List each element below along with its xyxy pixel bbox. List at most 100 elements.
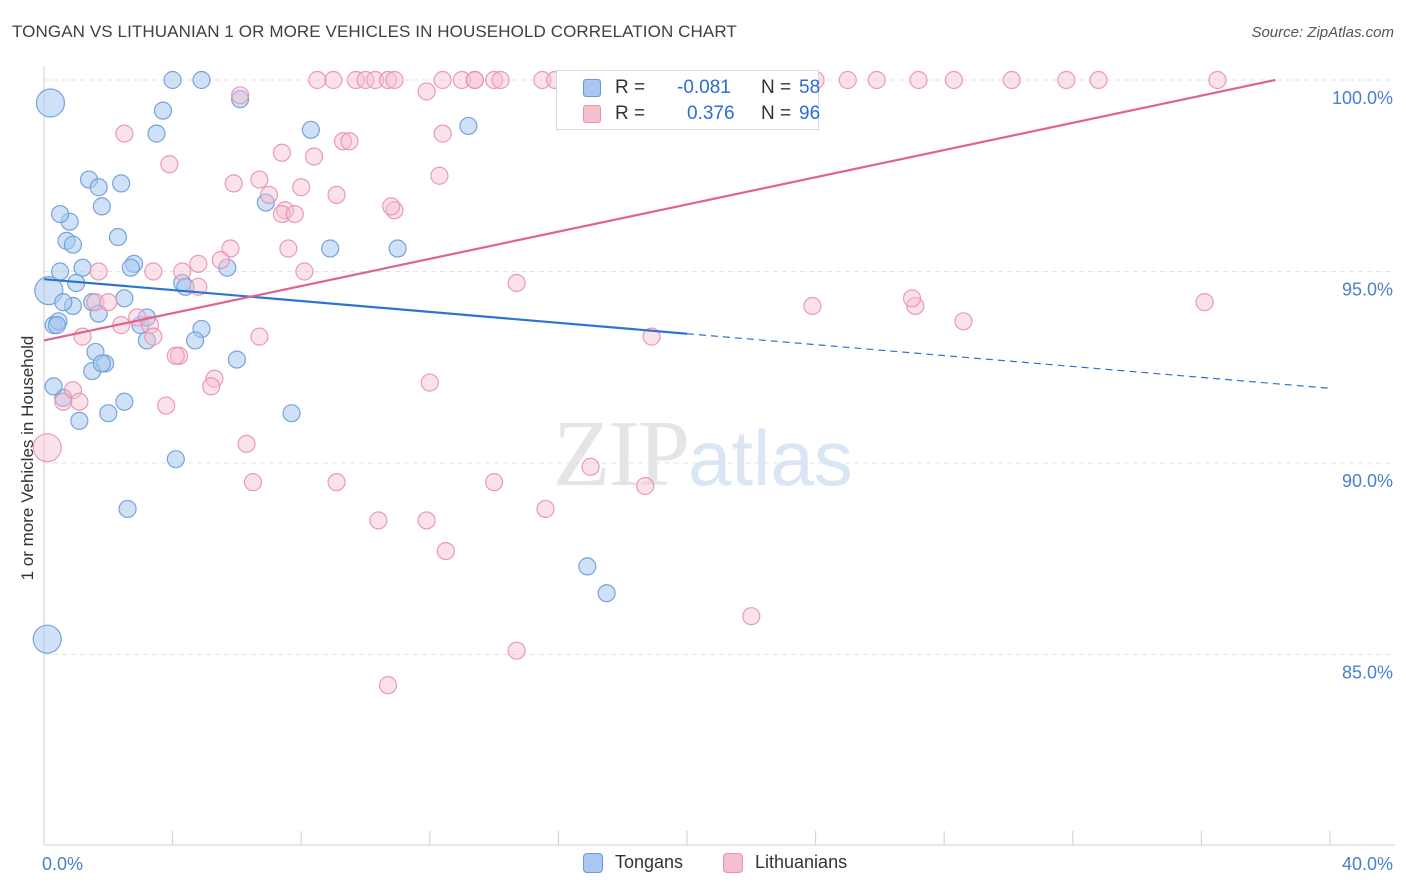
tongan-point: [47, 316, 66, 335]
lithuanian-point: [340, 132, 359, 151]
tongan-point: [597, 584, 616, 603]
tongans-trend-line-extension: [686, 333, 1331, 389]
lithuanian-point: [507, 641, 526, 660]
tongan-point: [321, 239, 340, 258]
lithuanian-point: [417, 82, 436, 101]
lithuanian-point: [636, 476, 655, 496]
lithuanian-point: [465, 70, 484, 90]
y-axis-label: 1 or more Vehicles in Household: [18, 335, 37, 581]
y-tick-label: 85.0%: [1342, 663, 1393, 683]
lithuanian-point: [140, 316, 160, 335]
lithuanian-point: [99, 293, 118, 312]
lithuanian-point: [70, 392, 89, 411]
legend-n-value-lithuanians: 96: [799, 103, 821, 124]
lithuanian-point: [86, 293, 105, 312]
lithuanian-point: [211, 250, 230, 270]
lithuanian-point: [356, 70, 375, 90]
lithuanian-point: [157, 396, 176, 415]
legend-r-value-tongans: -0.081: [677, 77, 731, 98]
lithuanian-point: [1057, 70, 1076, 90]
lithuanian-point: [369, 511, 388, 530]
y-tick-label: 95.0%: [1342, 280, 1393, 300]
tongan-point: [118, 499, 137, 519]
tongan-point: [73, 258, 92, 277]
lithuanian-point: [581, 457, 600, 476]
bottom-legend-label-tongans: Tongans: [615, 852, 684, 872]
tongan-point: [50, 204, 70, 224]
lithuanian-point: [433, 124, 452, 143]
tongan-point: [108, 227, 128, 247]
lithuanian-point: [115, 124, 134, 143]
tongan-point: [92, 354, 111, 373]
lithuanian-point: [231, 86, 250, 105]
lithuanian-point: [1208, 70, 1227, 90]
lithuanian-point: [533, 70, 552, 90]
tongan-point: [44, 377, 63, 396]
lithuanian-point: [485, 70, 504, 90]
lithuanian-point: [272, 143, 292, 162]
legend-swatch-lithuanians: [583, 105, 601, 123]
tongan-point: [578, 557, 597, 576]
tongan-point: [115, 392, 134, 411]
watermark-zip: ZIP: [553, 402, 690, 506]
lithuanian-point: [308, 70, 327, 90]
legend-r-label: R =: [615, 103, 646, 124]
lithuanian-point: [378, 676, 398, 695]
tongan-point: [32, 624, 62, 654]
lithuanian-point: [259, 185, 279, 204]
tongan-point: [192, 70, 211, 90]
lithuanian-point: [366, 70, 385, 90]
tongan-point: [282, 404, 301, 423]
tongan-point: [459, 116, 478, 136]
lithuanian-point: [295, 262, 314, 281]
tongan-point: [50, 262, 70, 281]
legend-n-label: N =: [761, 77, 792, 98]
lithuanian-point: [417, 511, 436, 530]
lithuanian-point: [54, 392, 73, 411]
tongan-point: [388, 239, 407, 258]
lithuanian-point: [327, 473, 346, 492]
lithuanian-point: [250, 327, 269, 346]
lithuanians-trend-line: [43, 78, 1276, 342]
lithuanian-point: [202, 377, 221, 396]
lithuanian-point: [279, 239, 298, 258]
tongans-trend-line: [43, 278, 688, 335]
lithuanian-point: [1195, 293, 1214, 312]
y-tick-label: 100.0%: [1332, 88, 1393, 108]
bottom-legend-label-lithuanians: Lithuanians: [755, 852, 848, 872]
tongan-point: [54, 293, 73, 312]
lithuanian-point: [333, 132, 353, 151]
lithuanian-point: [420, 373, 439, 392]
tongan-point: [121, 258, 140, 277]
tongan-point: [99, 404, 118, 423]
lithuanian-point: [867, 70, 886, 90]
lithuanian-point: [902, 289, 922, 308]
lithuanian-point: [327, 185, 346, 204]
lithuanian-point: [742, 607, 761, 626]
lithuanian-point: [491, 70, 510, 90]
lithuanian-point: [285, 204, 304, 224]
lithuanian-point: [160, 155, 179, 174]
lithuanian-point: [189, 254, 208, 273]
lithuanian-point: [144, 262, 163, 281]
lithuanian-point: [485, 473, 504, 492]
x-tick-label: 0.0%: [42, 854, 83, 874]
lithuanian-point: [243, 473, 263, 492]
y-tick-label: 90.0%: [1342, 471, 1393, 491]
lithuanian-point: [838, 70, 857, 90]
lithuanian-point: [430, 166, 449, 185]
tongan-point: [153, 101, 173, 120]
legend-box: R = -0.081 N = 58 R = 0.376 N = 96: [556, 70, 821, 130]
tongan-point: [35, 88, 66, 118]
bottom-legend-swatch-lithuanians: [723, 853, 743, 873]
lithuanian-point: [292, 178, 311, 197]
lithuanian-point: [536, 499, 555, 519]
tongan-point: [147, 124, 166, 143]
lithuanian-point: [173, 262, 192, 281]
lithuanian-point: [346, 70, 365, 90]
lithuanian-point: [378, 70, 398, 90]
watermark-atlas: atlas: [688, 414, 853, 502]
bottom-legend-swatch-tongans: [583, 853, 603, 873]
tongan-point: [92, 197, 111, 216]
